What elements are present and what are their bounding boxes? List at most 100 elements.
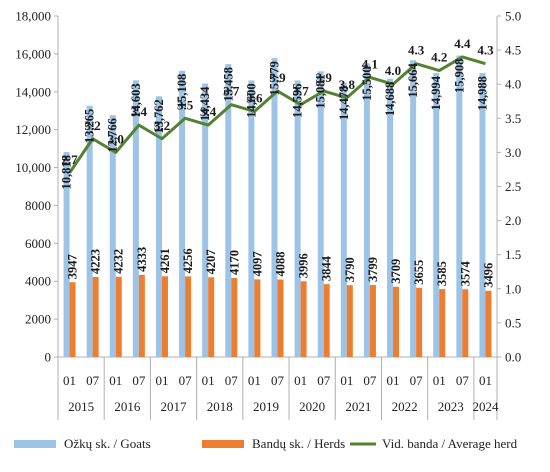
x-tick-label: 01 — [155, 373, 168, 388]
right-axis-tick-label: 0.0 — [505, 350, 521, 365]
herds-bar — [70, 282, 76, 357]
goats-value-label: 14,988 — [475, 76, 489, 110]
goats-bar — [318, 71, 324, 357]
legend-goats-swatch — [14, 440, 56, 448]
herds-bar — [485, 291, 491, 357]
right-axis-tick-label: 2.5 — [505, 179, 521, 194]
herds-value-label: 3790 — [343, 257, 357, 282]
legend-herds-label: Bandų sk. / Herds — [252, 436, 345, 451]
legend-average-herd-label: Vid. banda / Average herd — [382, 436, 518, 451]
x-tick-label: 01 — [109, 373, 122, 388]
herds-bar — [324, 284, 330, 357]
year-label: 2023 — [438, 399, 464, 414]
herds-value-label: 3655 — [412, 260, 426, 285]
herds-bar — [370, 285, 376, 357]
herds-value-label: 3844 — [320, 255, 334, 281]
x-tick-label: 07 — [271, 373, 285, 388]
herds-bar — [116, 277, 122, 357]
average-herd-label: 3.0 — [108, 131, 124, 146]
goats-bar — [179, 71, 185, 357]
goats-bar — [341, 83, 347, 357]
average-herd-label: 4.3 — [477, 43, 494, 58]
herds-bar — [185, 276, 191, 357]
left-axis-tick-label: 12,000 — [15, 122, 51, 137]
year-label: 2022 — [392, 399, 418, 414]
average-herd-label: 3.4 — [131, 104, 148, 119]
herds-value-label: 4223 — [89, 249, 103, 274]
average-herd-label: 3.8 — [339, 77, 356, 92]
left-axis-tick-label: 16,000 — [15, 46, 51, 61]
herds-bar — [93, 277, 99, 357]
left-axis-tick-label: 10,000 — [15, 160, 51, 175]
right-axis-tick-label: 4.5 — [505, 43, 521, 58]
year-label: 2019 — [253, 399, 279, 414]
year-label: 2024 — [472, 399, 499, 414]
goats-bar — [410, 60, 416, 357]
legend-herds-swatch — [202, 440, 244, 448]
average-herd-label: 3.7 — [223, 84, 240, 99]
herds-bar — [231, 278, 237, 357]
left-axis-tick-label: 8000 — [25, 198, 51, 213]
herds-bar — [162, 276, 168, 357]
x-tick-label: 07 — [317, 373, 331, 388]
average-herd-label: 3.9 — [269, 70, 286, 85]
x-tick-label: 01 — [248, 373, 261, 388]
herds-value-label: 3799 — [366, 257, 380, 282]
herds-bar — [208, 277, 214, 357]
year-label: 2017 — [161, 399, 188, 414]
average-herd-label: 3.5 — [177, 97, 194, 112]
average-herd-label: 3.9 — [316, 70, 333, 85]
legend-goats-label: Ožkų sk. / Goats — [64, 436, 151, 451]
average-herd-label: 3.4 — [200, 104, 217, 119]
herds-bar — [254, 279, 260, 357]
x-tick-label: 01 — [63, 373, 76, 388]
right-axis-tick-label: 3.5 — [505, 111, 521, 126]
herds-value-label: 4333 — [135, 247, 149, 272]
goats-value-label: 15,908 — [452, 59, 466, 93]
average-herd-label: 2.7 — [61, 152, 78, 167]
goats-bar — [456, 56, 462, 357]
herds-value-label: 4256 — [181, 248, 195, 273]
goats-bar — [272, 58, 278, 357]
x-tick-label: 01 — [387, 373, 400, 388]
goats-value-label: 14,994 — [429, 75, 443, 110]
right-axis-tick-label: 3.0 — [505, 145, 521, 160]
x-tick-label: 01 — [479, 373, 492, 388]
herds-value-label: 4261 — [158, 248, 172, 273]
goats-bar — [364, 63, 370, 357]
x-tick-label: 07 — [132, 373, 146, 388]
year-label: 2020 — [299, 399, 325, 414]
x-tick-label: 07 — [225, 373, 239, 388]
herds-bar — [301, 281, 307, 357]
goats-bar — [248, 80, 254, 357]
herds-bar — [462, 289, 468, 357]
average-herd-label: 3.2 — [85, 118, 101, 133]
herds-value-label: 4232 — [112, 249, 126, 274]
x-tick-label: 01 — [294, 373, 307, 388]
year-label: 2018 — [207, 399, 233, 414]
right-axis-tick-label: 5.0 — [505, 9, 521, 24]
goats-bar — [295, 80, 301, 357]
year-label: 2016 — [114, 399, 141, 414]
x-tick-label: 07 — [86, 373, 100, 388]
x-tick-label: 01 — [433, 373, 446, 388]
herds-value-label: 4170 — [227, 250, 241, 275]
average-herd-label: 4.3 — [408, 43, 425, 58]
right-axis-tick-label: 4.0 — [505, 77, 521, 92]
herds-bar — [347, 285, 353, 357]
herds-value-label: 3585 — [435, 261, 449, 286]
goats-bar — [387, 79, 393, 357]
herds-bar — [439, 289, 445, 357]
left-axis-tick-label: 6000 — [25, 236, 51, 251]
herds-value-label: 4207 — [204, 249, 218, 274]
herds-value-label: 3574 — [458, 261, 472, 287]
right-axis-tick-label: 0.5 — [505, 315, 521, 330]
herds-value-label: 3709 — [389, 259, 403, 284]
herds-value-label: 3947 — [66, 254, 80, 279]
left-axis-tick-label: 2000 — [25, 312, 51, 327]
herds-bar — [416, 288, 422, 357]
x-tick-label: 07 — [410, 373, 424, 388]
herds-value-label: 4088 — [274, 252, 288, 277]
